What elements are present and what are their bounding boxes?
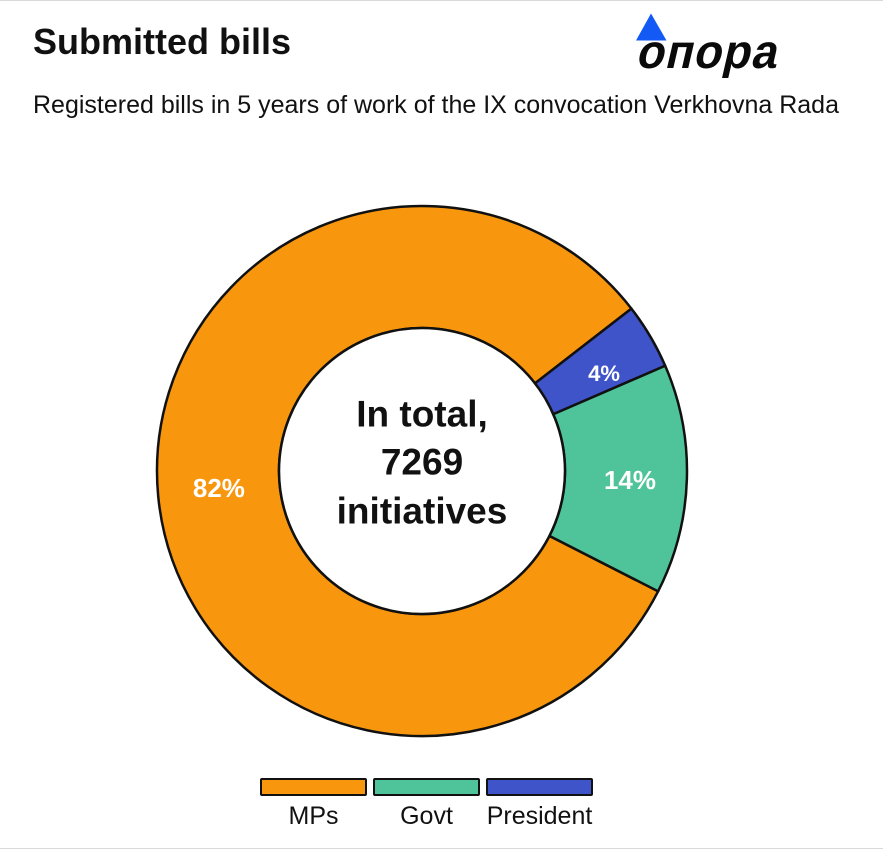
svg-text:14%: 14% [604,465,656,495]
svg-text:4%: 4% [588,361,620,386]
svg-text:82%: 82% [193,473,245,503]
